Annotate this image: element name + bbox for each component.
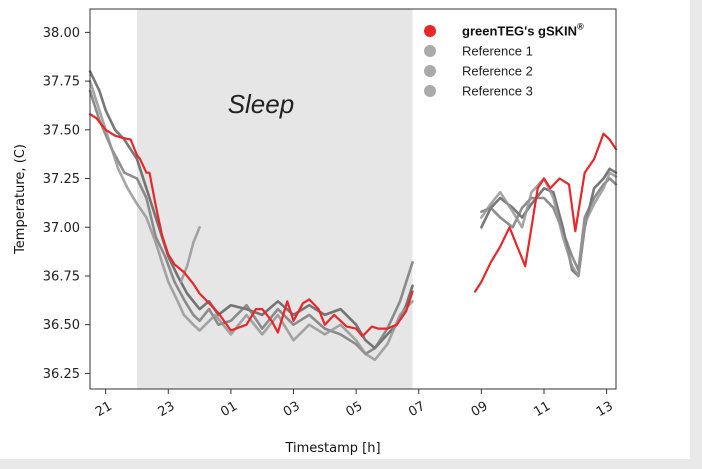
y-tick-label: 36.25 xyxy=(43,367,80,382)
x-tick-label: 07 xyxy=(406,399,428,420)
x-tick-label: 21 xyxy=(93,399,115,420)
legend-label: Reference 1 xyxy=(462,44,533,59)
series-line-reference-3-segment-1 xyxy=(88,79,414,362)
x-tick-label: 23 xyxy=(156,399,178,420)
y-tick-label: 37.50 xyxy=(43,123,80,138)
y-axis: 36.25 36.50 36.75 37.00 37.25 37.50 37.75 38.00 xyxy=(43,26,90,382)
sleep-shaded-region xyxy=(136,9,413,389)
legend-marker xyxy=(424,65,436,77)
y-axis-title: Temperature, (C) xyxy=(13,144,28,255)
legend-superscript: ® xyxy=(577,22,584,32)
temperature-chart: Sleep 36.25 36.50 36.75 37.00 37.25 37.50 37.7… xyxy=(13,8,618,456)
series-line-reference-1-segment-1 xyxy=(88,70,414,350)
chart-frame: Sleep 36.25 36.50 36.75 37.00 37.25 37.50 37.7… xyxy=(0,0,690,459)
x-tick-label: 03 xyxy=(281,399,303,420)
x-tick-label: 05 xyxy=(343,399,365,420)
legend-marker xyxy=(424,45,436,57)
y-tick-label: 37.25 xyxy=(43,172,80,187)
series-layer xyxy=(88,70,618,362)
legend-marker xyxy=(424,25,436,37)
x-axis: 21 23 01 03 05 07 09 11 13 xyxy=(93,389,616,420)
legend-label: greenTEG's gSKIN® xyxy=(462,22,584,39)
y-tick-label: 36.50 xyxy=(43,318,80,333)
x-tick-label: 13 xyxy=(594,399,616,420)
sleep-label: Sleep xyxy=(228,89,295,119)
series-line-greenteg-s-gskin-segment-1 xyxy=(88,113,414,338)
legend: greenTEG's gSKIN® Reference 1 Reference 2 R… xyxy=(424,22,584,99)
series-line-greenteg-s-gskin-segment-2 xyxy=(474,132,618,293)
legend-label: Reference 3 xyxy=(462,84,533,99)
y-tick-label: 37.75 xyxy=(43,75,80,90)
y-tick-label: 36.75 xyxy=(43,269,80,284)
x-axis-title: Timestamp [h] xyxy=(284,441,380,456)
y-tick-label: 38.00 xyxy=(43,26,80,41)
series-line-reference-3-segment-3 xyxy=(480,171,618,278)
series-line-reference-3-segment-2 xyxy=(179,226,201,284)
y-tick-label: 37.00 xyxy=(43,221,80,236)
x-tick-label: 11 xyxy=(531,399,553,420)
legend-marker xyxy=(424,85,436,97)
x-tick-label: 01 xyxy=(218,399,240,420)
legend-label: Reference 2 xyxy=(462,64,533,79)
plot-border xyxy=(89,8,617,390)
x-tick-label: 09 xyxy=(469,399,491,420)
